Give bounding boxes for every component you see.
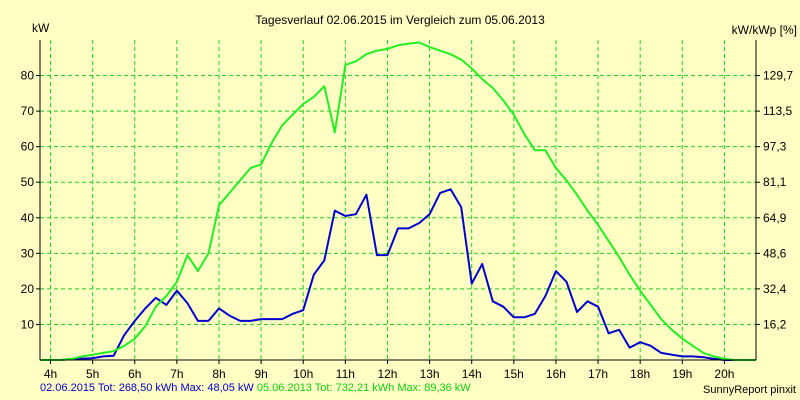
y-tick-label-left: 60 — [21, 140, 35, 154]
y-tick-label-right: 16,2 — [763, 317, 787, 331]
y-tick-label-left: 50 — [21, 175, 35, 189]
y-tick-label-right: 32,4 — [763, 282, 787, 296]
series-line-2013 — [40, 41, 756, 361]
x-tick-label: 14h — [462, 367, 482, 381]
y-axis-label-right: kW/kWp [%] — [732, 23, 797, 37]
y-axis-label-left: kW — [32, 21, 50, 35]
x-tick-label: 19h — [672, 367, 692, 381]
grid-layer — [40, 40, 756, 360]
credit-text: SunnyReport pinxit — [703, 384, 796, 396]
x-tick-label: 11h — [336, 367, 355, 381]
x-tick-label: 13h — [420, 367, 440, 381]
x-tick-label: 7h — [170, 367, 183, 381]
y-tick-label-right: 81,1 — [763, 175, 787, 189]
x-tick-label: 4h — [44, 367, 57, 381]
x-tick-label: 16h — [546, 367, 566, 381]
x-tick-label: 9h — [254, 367, 267, 381]
y-tick-label-left: 70 — [21, 104, 35, 118]
x-tick-label: 10h — [293, 367, 313, 381]
y-tick-label-left: 30 — [21, 246, 35, 260]
y-tick-label-left: 80 — [21, 69, 35, 83]
x-tick-label: 15h — [504, 367, 524, 381]
y-tick-label-right: 64,9 — [763, 211, 787, 225]
series-layer — [40, 41, 756, 361]
y-tick-label-right: 97,3 — [763, 140, 787, 154]
labels-layer: Tagesverlauf 02.06.2015 im Vergleich zum… — [21, 13, 797, 381]
y-tick-label-right: 113,5 — [763, 104, 792, 118]
x-tick-label: 18h — [630, 367, 650, 381]
y-tick-label-right: 129,7 — [763, 69, 793, 83]
y-tick-label-left: 10 — [21, 317, 35, 331]
y-tick-label-left: 20 — [21, 282, 35, 296]
series-line-2015 — [40, 188, 756, 361]
y-tick-label-left: 40 — [21, 211, 35, 225]
footer-legend: 02.06.2015 Tot: 268,50 kWh Max: 48,05 kW… — [40, 382, 471, 394]
y-tick-label-right: 48,6 — [763, 246, 787, 260]
legend-green-text: 05.06.2013 Tot: 732,21 kWh Max: 89,36 kW — [256, 382, 471, 394]
legend-blue-text: 02.06.2015 Tot: 268,50 kWh Max: 48,05 kW — [40, 382, 254, 394]
x-tick-label: 20h — [714, 367, 734, 381]
chart-title: Tagesverlauf 02.06.2015 im Vergleich zum… — [255, 13, 545, 27]
x-tick-label: 8h — [212, 367, 225, 381]
x-tick-label: 17h — [588, 367, 608, 381]
x-tick-label: 12h — [377, 367, 397, 381]
x-tick-label: 6h — [128, 367, 141, 381]
x-tick-label: 5h — [86, 367, 99, 381]
frame-layer — [36, 40, 760, 364]
